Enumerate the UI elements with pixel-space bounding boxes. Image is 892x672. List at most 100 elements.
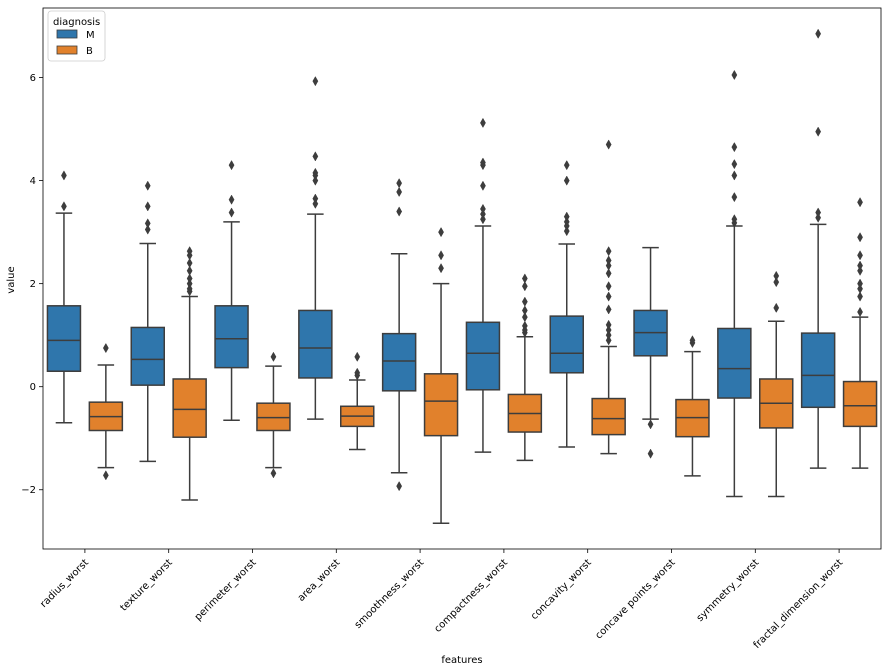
outlier-marker	[312, 175, 319, 186]
iqr-box	[842, 380, 878, 428]
iqr-box	[591, 397, 626, 436]
legend: diagnosis M B	[47, 10, 106, 62]
outlier-marker	[186, 283, 193, 294]
outlier-marker	[186, 257, 193, 269]
outlier-marker	[731, 142, 738, 153]
outlier-marker	[144, 180, 151, 191]
outlier-marker	[731, 214, 738, 225]
iqr-box	[46, 305, 82, 372]
y-tick-label: 4	[30, 176, 36, 187]
outlier-marker	[857, 265, 863, 276]
outlier-marker	[144, 224, 151, 235]
box-b-5	[507, 273, 543, 462]
outlier-marker	[144, 201, 151, 212]
outlier-marker	[857, 278, 863, 289]
legend-swatch-m	[56, 29, 78, 39]
outlier-marker	[521, 281, 528, 292]
outlier-marker	[731, 69, 738, 81]
y-axis-title: value	[6, 266, 17, 293]
outlier-marker	[521, 296, 528, 307]
outlier-marker	[396, 186, 403, 198]
outlier-marker	[605, 255, 612, 266]
outlier-marker	[563, 211, 570, 222]
box-m-4	[381, 178, 417, 492]
outlier-marker	[396, 481, 403, 492]
outlier-marker	[815, 207, 822, 218]
outlier-marker	[312, 76, 319, 87]
outlier-marker	[270, 351, 277, 362]
outlier-marker	[312, 193, 319, 204]
outlier-marker	[563, 175, 570, 186]
legend-label-b: B	[86, 46, 93, 57]
outlier-marker	[605, 324, 612, 336]
y-tick-label: 0	[30, 382, 36, 393]
outlier-marker	[605, 335, 612, 346]
box-b-8	[759, 270, 794, 498]
outlier-marker	[647, 448, 654, 459]
outlier-marker	[731, 191, 738, 203]
y-tick-label: −2	[21, 485, 36, 496]
outlier-marker	[228, 160, 235, 171]
outlier-marker	[563, 160, 570, 171]
box-b-4	[423, 227, 459, 524]
outlier-marker	[647, 419, 654, 430]
outlier-marker	[396, 178, 403, 189]
x-axis-title: features	[441, 655, 482, 666]
y-tick-label: 2	[30, 279, 36, 290]
outlier-marker	[480, 214, 486, 225]
outlier-marker	[480, 180, 486, 191]
outlier-marker	[186, 246, 193, 257]
iqr-box	[549, 315, 584, 374]
outlier-marker	[186, 273, 193, 284]
box-m-0	[46, 170, 82, 424]
outlier-marker	[144, 218, 151, 229]
iqr-box	[465, 321, 501, 391]
outlier-marker	[815, 28, 822, 39]
outlier-marker	[186, 265, 193, 276]
outlier-marker	[228, 207, 235, 218]
outlier-marker	[773, 276, 780, 288]
box-m-9	[800, 28, 836, 469]
outlier-marker	[102, 470, 109, 481]
y-axis: −2 0 2 4 6	[21, 73, 43, 496]
outlier-marker	[480, 157, 486, 168]
outlier-marker	[815, 126, 822, 137]
outlier-marker	[857, 306, 863, 318]
iqr-box	[423, 373, 459, 437]
box-m-3	[298, 76, 333, 420]
outlier-marker	[605, 268, 612, 279]
iqr-box	[172, 378, 207, 438]
outlier-marker	[605, 260, 612, 271]
outlier-marker	[102, 342, 109, 354]
box-b-3	[340, 351, 375, 451]
outlier-marker	[689, 335, 696, 346]
y-tick-label: 6	[30, 73, 36, 84]
outlier-marker	[563, 216, 570, 227]
outlier-marker	[605, 246, 612, 257]
outlier-marker	[438, 263, 444, 274]
outlier-marker	[731, 159, 738, 170]
box-b-0	[88, 342, 124, 481]
iqr-box	[717, 327, 752, 399]
legend-title: diagnosis	[53, 17, 100, 28]
iqr-box	[298, 309, 333, 379]
plot-layer	[46, 28, 878, 524]
outlier-marker	[312, 151, 319, 162]
box-m-2	[214, 160, 249, 421]
outlier-marker	[857, 291, 863, 302]
outlier-marker	[480, 208, 486, 220]
box-b-9	[842, 197, 878, 469]
outlier-marker	[605, 281, 612, 292]
outlier-marker	[857, 232, 863, 243]
outlier-marker	[354, 351, 361, 362]
outlier-marker	[480, 203, 486, 215]
box-b-7	[675, 335, 710, 477]
outlier-marker	[605, 291, 612, 302]
box-m-6	[549, 160, 584, 448]
box-m-5	[465, 117, 501, 453]
legend-swatch-b	[56, 45, 78, 55]
box-b-6	[591, 139, 626, 455]
outlier-marker	[61, 201, 67, 212]
iqr-box	[381, 332, 417, 392]
